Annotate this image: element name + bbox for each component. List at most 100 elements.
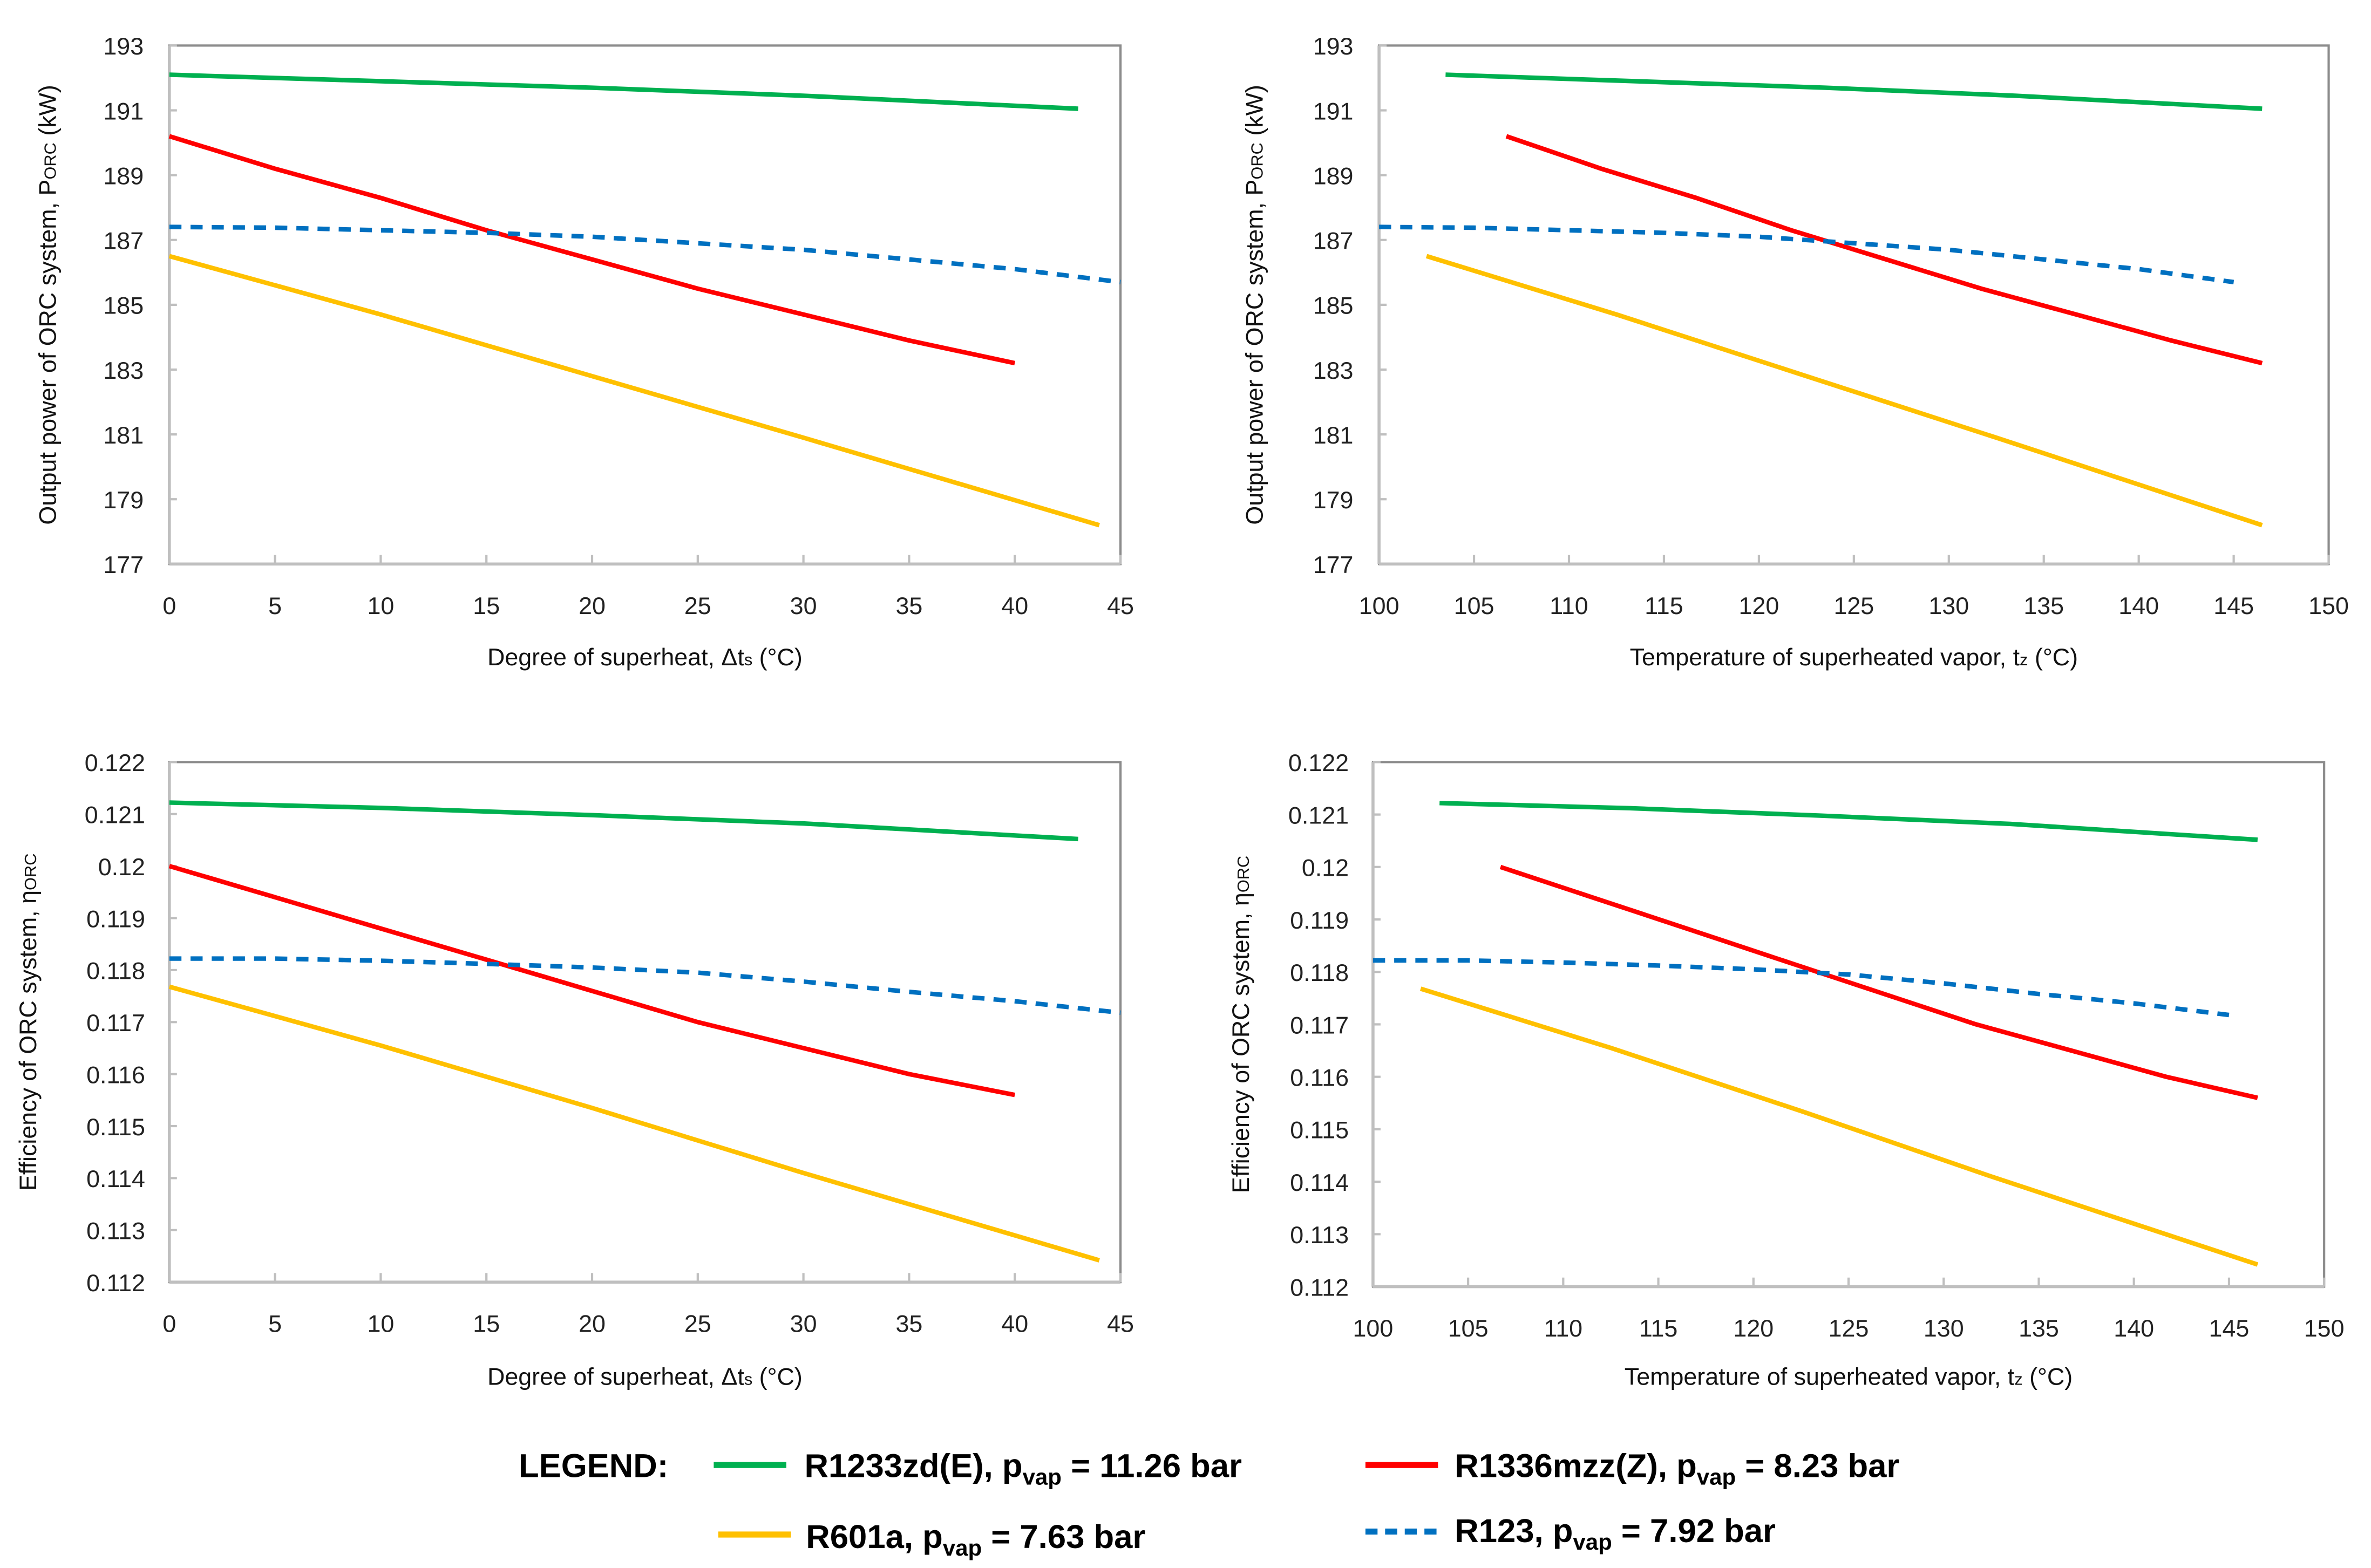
legend-label-main: R1336mzz(Z), p: [1455, 1448, 1697, 1485]
x-axis-label: Temperature of superheated vapor, tz (°C…: [1630, 644, 2078, 671]
legend-label-subscript: vap: [943, 1535, 982, 1560]
x-tick-label: 30: [790, 592, 817, 619]
y-axis-label: Efficiency of ORC system, ηORC: [1227, 856, 1254, 1193]
legend-label: R1233zd(E), pvap = 11.26 bar: [804, 1448, 1242, 1490]
y-axis-label-subscript: ORC: [1247, 142, 1266, 179]
legend-label-subscript: vap: [1573, 1529, 1612, 1555]
plot-frame: [168, 44, 1122, 565]
series-line-r1233zd-e: [1439, 801, 2258, 842]
y-axis-label-suffix: (kW): [1241, 85, 1268, 142]
y-tick-label: 189: [103, 162, 144, 189]
x-tick-label: 150: [2304, 1315, 2345, 1342]
series-line-r601a: [168, 984, 1100, 1263]
series-line-r1336mzz-z: [168, 864, 1016, 1097]
x-tick-label: 130: [1928, 592, 1969, 619]
x-tick-label: 0: [162, 1311, 176, 1338]
x-tick-label: 115: [1639, 1315, 1677, 1342]
x-tick-label: 5: [268, 1311, 282, 1338]
legend: LEGEND: R1233zd(E), pvap = 11.26 bar R133…: [519, 1448, 1899, 1561]
x-axis-label-suffix: (°C): [2023, 1364, 2073, 1390]
y-tick-label: 181: [1313, 422, 1354, 449]
legend-entry: R601a, pvap = 7.63 bar: [718, 1518, 1145, 1560]
legend-label-main: R601a, p: [806, 1518, 942, 1556]
x-tick-label: 10: [367, 1311, 394, 1338]
x-tick-label: 150: [2308, 592, 2349, 619]
y-axis-label-main: Efficiency of ORC system, η: [15, 890, 42, 1191]
plot-frame: [1378, 44, 2330, 565]
y-tick-label: 0.115: [86, 1114, 145, 1141]
y-tick-label: 0.119: [86, 905, 145, 932]
x-axis-label-suffix: (°C): [752, 1364, 803, 1390]
y-tick-label: 0.117: [1290, 1012, 1349, 1039]
x-tick-label: 35: [895, 1311, 922, 1338]
x-tick-label: 20: [579, 592, 606, 619]
x-axis-label-main: Degree of superheat, Δt: [487, 1364, 744, 1390]
series-line-r1336mzz-z: [1505, 134, 2263, 366]
y-tick-label: 185: [1313, 292, 1354, 319]
y-tick-label: 0.116: [1290, 1064, 1349, 1091]
x-tick-label: 5: [268, 592, 282, 619]
x-tick-label: 110: [1544, 1315, 1582, 1342]
y-axis-label-subscript: ORC: [41, 142, 60, 179]
x-tick-label: 105: [1448, 1315, 1489, 1342]
y-tick-label: 177: [1313, 551, 1354, 578]
y-tick-label: 0.12: [1302, 855, 1349, 882]
x-tick-label: 120: [1733, 1315, 1774, 1342]
x-axis-label-subscript: s: [744, 1370, 752, 1389]
y-tick-label: 0.117: [86, 1010, 145, 1037]
y-tick-label: 185: [103, 292, 144, 319]
x-tick-label: 145: [2209, 1315, 2250, 1342]
x-axis-label-subscript: z: [2020, 650, 2028, 669]
x-tick-label: 0: [162, 592, 176, 619]
x-tick-label: 120: [1738, 592, 1779, 619]
y-tick-label: 0.118: [1290, 959, 1349, 986]
legend-label-main: R123, p: [1455, 1512, 1573, 1550]
x-tick-label: 45: [1107, 1311, 1134, 1338]
legend-label-subscript: vap: [1023, 1464, 1062, 1490]
x-tick-label: 10: [367, 592, 394, 619]
y-axis-label-suffix: (kW): [35, 85, 62, 142]
legend-label-suffix: = 8.23 bar: [1736, 1448, 1899, 1485]
y-tick-label: 0.114: [86, 1165, 145, 1192]
y-axis-label-subscript: ORC: [21, 854, 40, 890]
series-line-r601a: [1419, 986, 2259, 1267]
x-axis-label-suffix: (°C): [752, 644, 803, 671]
x-tick-label: 45: [1107, 592, 1134, 619]
x-tick-label: 30: [790, 1311, 817, 1338]
legend-label-suffix: = 11.26 bar: [1062, 1448, 1242, 1485]
legend-label: R123, pvap = 7.92 bar: [1455, 1512, 1776, 1555]
series-line-r601a: [1425, 254, 2263, 528]
x-tick-label: 145: [2213, 592, 2254, 619]
chart-1: 0 5 10 15 20 25 30 35 40 45 177 179 181 183 185 187 189 1…: [35, 33, 1134, 671]
series-line-r1233zd-e: [169, 800, 1078, 842]
y-tick-label: 193: [1313, 33, 1354, 60]
x-tick-label: 110: [1550, 592, 1588, 619]
x-tick-label: 25: [684, 1311, 711, 1338]
legend-label-subscript: vap: [1697, 1464, 1736, 1490]
legend-entry: R123, pvap = 7.92 bar: [1365, 1512, 1776, 1555]
y-tick-label: 0.115: [1290, 1117, 1349, 1144]
series-line-r1336mzz-z: [1499, 864, 2258, 1100]
y-tick-label: 0.112: [1290, 1274, 1349, 1301]
x-axis-label: Degree of superheat, Δts (°C): [487, 1364, 803, 1390]
y-axis-label-main: Output power of ORC system, P: [1241, 180, 1268, 525]
series-line-r123: [1373, 958, 2230, 1018]
y-tick-label: 0.122: [85, 749, 145, 776]
x-axis-label-main: Temperature of superheated vapor, t: [1630, 644, 2020, 671]
y-tick-label: 181: [103, 422, 144, 449]
x-tick-label: 125: [1833, 592, 1874, 619]
series-line-r123: [1379, 224, 2234, 285]
legend-label: R601a, pvap = 7.63 bar: [806, 1518, 1145, 1560]
series-line-r1336mzz-z: [168, 134, 1016, 366]
y-tick-label: 0.116: [86, 1061, 145, 1088]
series-line-r601a: [168, 254, 1100, 528]
x-axis-label: Temperature of superheated vapor, tz (°C…: [1625, 1364, 2073, 1390]
x-axis-label-suffix: (°C): [2028, 644, 2078, 671]
series-line-r123: [169, 956, 1121, 1015]
y-tick-label: 0.113: [1290, 1222, 1349, 1249]
x-tick-label: 140: [2118, 592, 2159, 619]
legend-entry: R1336mzz(Z), pvap = 8.23 bar: [1365, 1448, 1899, 1490]
chart-4: 100 105 110 115 120 125 130 135 140 145 150 0.112 0.…: [1227, 749, 2344, 1390]
